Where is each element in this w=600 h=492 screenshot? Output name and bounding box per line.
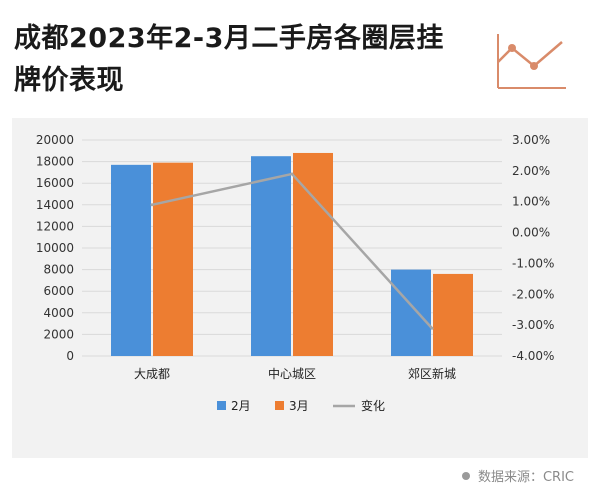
line-point	[430, 326, 434, 330]
right-axis-tick-label: 2.00%	[512, 164, 550, 178]
data-source-text: 数据来源：CRIC	[477, 470, 574, 485]
legend-label: 变化	[361, 398, 385, 413]
legend-swatch-2月	[217, 401, 226, 410]
left-axis-tick-label: 16000	[36, 176, 74, 190]
trend-line-icon	[497, 34, 566, 89]
line-point	[290, 172, 294, 176]
category-label: 中心城区	[268, 366, 316, 381]
chart-panel: 0 2000 4000 6000 8000 10000 12000 14000 16000 180…	[12, 118, 588, 458]
page-title-line-2: 牌价表现	[14, 65, 124, 96]
bar-2月	[391, 269, 431, 356]
left-axis-tick-label: 20000	[36, 133, 74, 147]
legend-swatch-3月	[275, 401, 284, 410]
right-axis-tick-label: -4.00%	[512, 349, 554, 363]
chart: 0 2000 4000 6000 8000 10000 12000 14000 16000 180…	[36, 133, 555, 413]
left-axis-tick-label: 14000	[36, 198, 74, 212]
left-axis-tick-label: 4000	[43, 306, 74, 320]
left-axis-tick-label: 18000	[36, 155, 74, 169]
left-axis-tick-label: 0	[66, 349, 74, 363]
right-axis-tick-label: 3.00%	[512, 133, 550, 147]
bar-2月	[111, 164, 151, 356]
bar-3月	[433, 273, 473, 356]
header: 成都2023年2-3月二手房各圈层挂 牌价表现	[14, 18, 494, 102]
page-title-line-1: 成都2023年2-3月二手房各圈层挂	[14, 23, 444, 54]
bullet-dot-icon	[461, 471, 470, 480]
right-axis-tick-label: 0.00%	[512, 226, 550, 240]
bar-2月	[251, 156, 291, 356]
data-source: 数据来源：CRIC	[461, 466, 574, 485]
line-point	[150, 203, 154, 207]
left-axis-tick-label: 10000	[36, 241, 74, 255]
left-axis-tick-label: 8000	[43, 263, 74, 277]
category-label: 大成都	[134, 367, 170, 381]
right-axis-tick-label: -3.00%	[512, 318, 554, 332]
right-axis-tick-label: -1.00%	[512, 256, 554, 270]
category-label: 郊区新城	[408, 366, 456, 381]
left-axis-tick-label: 6000	[43, 284, 74, 298]
legend-label: 3月	[289, 399, 309, 413]
line-变化	[151, 172, 433, 330]
bar-3月	[293, 152, 333, 356]
legend-label: 2月	[231, 399, 251, 413]
bar-3月	[153, 162, 193, 356]
right-axis-tick-label: 1.00%	[512, 195, 550, 209]
left-axis-tick-label: 2000	[43, 327, 74, 341]
left-axis-tick-label: 12000	[36, 219, 74, 233]
right-axis-tick-label: -2.00%	[512, 287, 554, 301]
